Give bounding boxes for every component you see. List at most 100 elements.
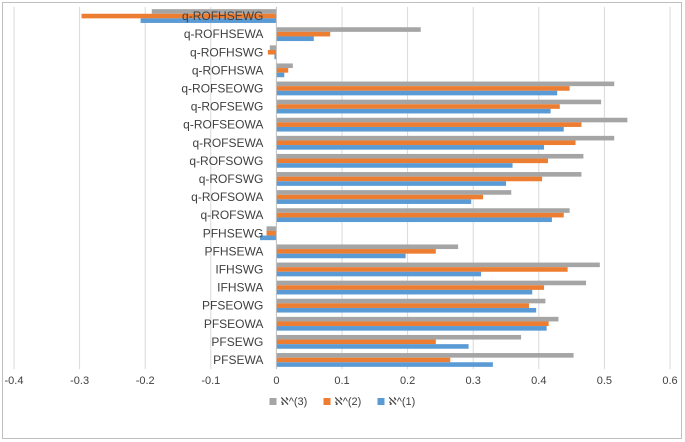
x-tick-label: -0.3 (70, 375, 89, 387)
category-label: q-ROFSOWG (189, 154, 263, 168)
category-label: q-ROFSEWA (192, 136, 263, 150)
bar (276, 135, 615, 141)
bar (276, 339, 436, 345)
category-label: q-ROFSOWA (191, 190, 263, 204)
category-label: q-ROFHSWA (192, 63, 264, 77)
bar (276, 108, 551, 114)
bar (276, 153, 584, 159)
bar (276, 262, 600, 268)
bars (81, 9, 628, 367)
category-labels: q-ROFHSEWG q-ROFHSEWA q-ROFHSWG q-ROFHSWA q-… (181, 9, 263, 367)
category-label: PFSEWA (213, 353, 263, 367)
gridlines (13, 7, 671, 369)
category-label: q-ROFSEOWA (183, 118, 263, 132)
bar (276, 271, 482, 277)
bar (276, 68, 289, 73)
bar (267, 49, 277, 55)
legend-swatch (323, 398, 331, 405)
bar (276, 194, 484, 200)
bar (276, 353, 574, 358)
bar (276, 81, 615, 87)
category-label: q-ROFSWA (201, 208, 264, 222)
bar (276, 122, 582, 127)
bar (276, 280, 587, 286)
bar (276, 253, 406, 259)
x-tick-label: -0.1 (201, 375, 220, 387)
category-label: PFSEWG (211, 335, 263, 349)
bar (276, 298, 546, 304)
category-label: IFHSWA (217, 281, 263, 295)
bar (276, 334, 522, 340)
category-label: q-ROFHSWG (190, 45, 263, 59)
category-label: PFSEOWA (204, 317, 264, 331)
x-tick-label: 0.1 (334, 375, 349, 387)
bar (276, 99, 602, 105)
x-tick-labels: -0.4 -0.3 -0.2 -0.1 0 0.1 0.2 0.3 0.4 0.5 0.6 (5, 375, 678, 387)
bar (276, 90, 558, 96)
bar (276, 86, 570, 91)
bar (276, 172, 582, 177)
bar (276, 140, 576, 146)
bar (276, 307, 537, 313)
category-label: PFHSEWG (203, 226, 264, 240)
bar (276, 145, 545, 150)
bar (276, 36, 314, 42)
bar (276, 289, 533, 295)
legend-label: ℵ^(3) (281, 396, 308, 408)
x-tick-label: 0.5 (597, 375, 612, 387)
bar (140, 18, 277, 23)
bar (276, 27, 421, 32)
x-tick-label: -0.2 (136, 375, 155, 387)
category-label: PFHSEWA (204, 244, 263, 258)
bar (276, 176, 543, 182)
bar (276, 190, 512, 195)
bar (276, 63, 293, 69)
bar (81, 13, 277, 19)
category-label: q-ROFSWG (199, 172, 264, 186)
bar (276, 362, 493, 367)
bar (266, 226, 277, 231)
category-label: q-ROFHSEWG (182, 9, 263, 23)
category-label: IFHSWG (215, 262, 263, 276)
bar (276, 249, 436, 254)
x-tick-label: 0.3 (466, 375, 481, 387)
bar (276, 212, 564, 218)
bar (276, 267, 568, 272)
bar (276, 126, 564, 132)
x-tick-label: 0 (273, 375, 279, 387)
bar (276, 208, 570, 213)
bar (276, 217, 552, 223)
bar (276, 104, 560, 109)
bar (276, 321, 549, 327)
category-label: q-ROFSEOWG (181, 81, 263, 95)
bar (276, 326, 547, 331)
bar (276, 244, 459, 250)
x-tick-label: 0.4 (531, 375, 546, 387)
category-label: q-ROFSEWG (191, 100, 264, 114)
bar (276, 158, 548, 164)
bar (276, 72, 285, 78)
bar (276, 117, 628, 123)
bar (276, 285, 545, 290)
legend-swatch (377, 398, 385, 405)
category-label: PFSEOWG (202, 299, 263, 313)
category-label: q-ROFHSEWA (184, 27, 264, 41)
bar (260, 235, 277, 241)
legend-label: ℵ^(1) (389, 396, 416, 408)
bar (276, 163, 513, 168)
x-tick-label: 0.2 (400, 375, 415, 387)
bar (276, 357, 451, 363)
bar (276, 199, 472, 204)
bar (151, 9, 277, 14)
bar (276, 316, 559, 322)
bar (269, 45, 277, 50)
bar (276, 344, 469, 349)
x-tick-label: 0.6 (662, 375, 677, 387)
legend: ℵ^(3) ℵ^(2) ℵ^(1) (269, 396, 416, 408)
bar (276, 31, 331, 37)
bar (276, 181, 506, 186)
legend-label: ℵ^(2) (335, 396, 362, 408)
bar (276, 303, 529, 308)
x-tick-label: -0.4 (5, 375, 24, 387)
